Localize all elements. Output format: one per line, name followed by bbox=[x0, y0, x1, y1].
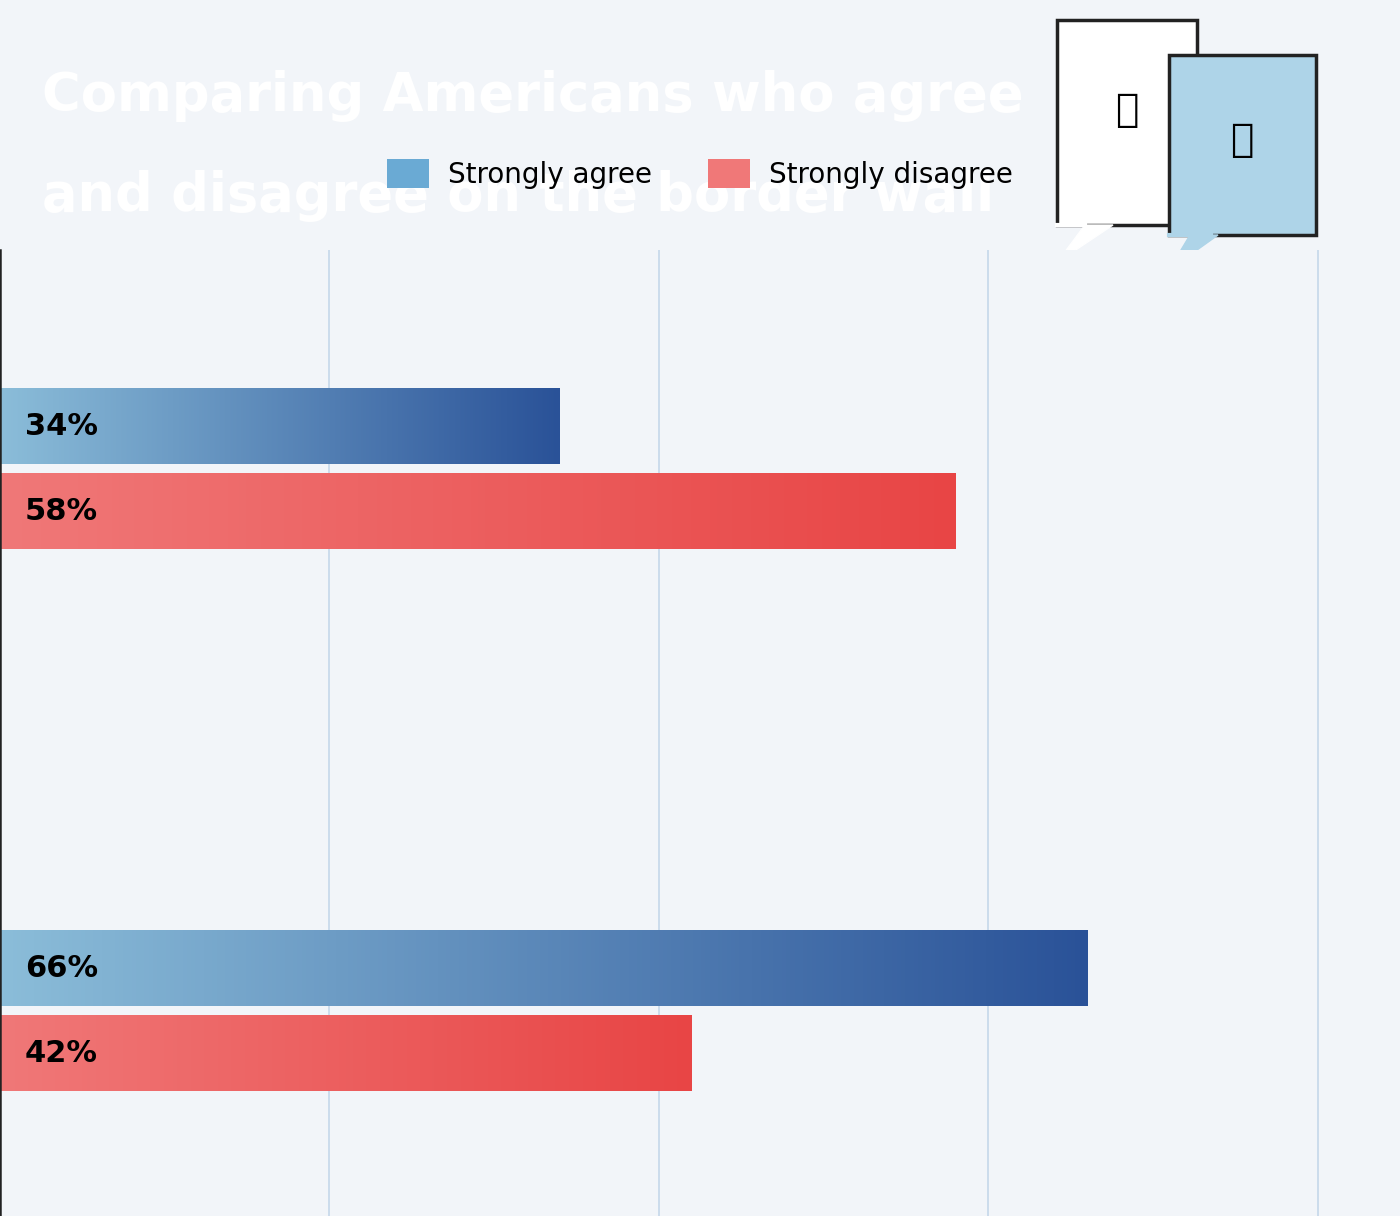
Text: 34%: 34% bbox=[25, 412, 98, 441]
Text: 66%: 66% bbox=[25, 955, 98, 983]
Text: and disagree on the border wall: and disagree on the border wall bbox=[42, 170, 994, 223]
Text: Comparing Americans who agree: Comparing Americans who agree bbox=[42, 71, 1023, 122]
FancyBboxPatch shape bbox=[1169, 55, 1316, 235]
Text: 42%: 42% bbox=[25, 1038, 98, 1068]
Text: 58%: 58% bbox=[25, 497, 98, 527]
FancyBboxPatch shape bbox=[1057, 19, 1197, 225]
Text: 👍: 👍 bbox=[1231, 122, 1253, 159]
Text: 👎: 👎 bbox=[1116, 91, 1138, 129]
Legend: Strongly agree, Strongly disagree: Strongly agree, Strongly disagree bbox=[377, 148, 1023, 199]
Polygon shape bbox=[1057, 225, 1113, 263]
Polygon shape bbox=[1169, 235, 1218, 270]
